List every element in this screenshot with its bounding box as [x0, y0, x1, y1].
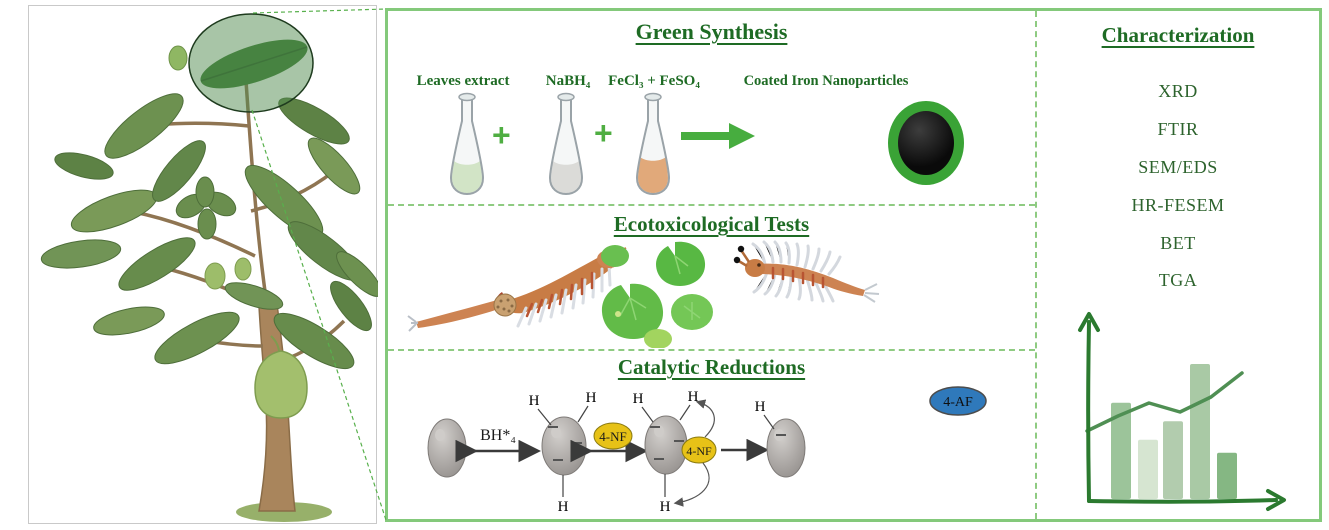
characterization-title: Characterization [1101, 23, 1255, 47]
chart-bar [1111, 402, 1131, 499]
flask-leaves-extract-icon [449, 92, 485, 196]
curved-arrow-up [695, 399, 715, 438]
reagent-label-leaves-extract: Leaves extract [416, 73, 510, 89]
chart-x-axis [1087, 498, 1278, 504]
magnifier-circle [188, 13, 314, 113]
plus-sign-2: + [594, 115, 613, 151]
h-label: H [529, 393, 540, 409]
method-bet: BET [1160, 233, 1196, 253]
section-catalytic-reductions: Catalytic Reductions [388, 353, 1035, 519]
reagent-label-nabh4: NaBH₄ [545, 73, 591, 89]
product-label: Coated Iron Nanoparticles [743, 73, 909, 89]
duckweed-icon [601, 241, 713, 348]
h-label: H [633, 391, 644, 407]
nanoparticle-sphere-1 [427, 418, 467, 478]
af-label: 4-AF [943, 395, 973, 410]
method-ftir: FTIR [1157, 119, 1199, 139]
chart-bar [1217, 452, 1237, 499]
reaction-arrow-icon [681, 123, 755, 149]
flask-liquid-orange [638, 157, 668, 193]
nanoparticle-sphere-2 [541, 416, 587, 476]
nf-oval-2 [681, 436, 717, 464]
h-label: H [660, 499, 671, 515]
chart-trend-line [1085, 371, 1244, 433]
method-tga: TGA [1158, 270, 1198, 290]
af-oval [929, 386, 987, 416]
chart-bars [1111, 363, 1237, 499]
chart-bar [1138, 439, 1158, 499]
section-ecotoxicological-tests: Ecotoxicological Tests [388, 208, 1035, 351]
ecotoxicological-tests-title: Ecotoxicological Tests [613, 212, 810, 236]
reagent-label-iron-salts: FeCl₃ + FeSO₄ [608, 73, 700, 89]
chart-x-arrow [1266, 489, 1286, 511]
h-label: H [586, 390, 597, 406]
plant-leaves [40, 93, 382, 369]
flask-glass [548, 99, 584, 196]
h-label: H [755, 399, 766, 415]
chart-bar [1190, 363, 1210, 499]
chart-y-arrow [1078, 312, 1100, 332]
plus-sign-1: + [492, 117, 511, 153]
nf-label: 4-NF [686, 444, 712, 458]
large-fruit [254, 350, 308, 419]
curved-arrow-down [673, 462, 710, 507]
results-chart [1078, 312, 1286, 511]
bh4-label: BH*₄ [480, 427, 516, 444]
chart-y-axis [1086, 320, 1091, 503]
chart-bar [1163, 421, 1183, 499]
nf-label: 4-NF [599, 429, 626, 444]
brine-shrimp-right-icon [733, 240, 880, 303]
main-panel: Green Synthesis Leaves extract NaBH₄ FeC… [385, 8, 1322, 522]
method-hr-fesem: HR-FESEM [1131, 195, 1225, 215]
plant-illustration-box [28, 5, 382, 524]
nf-oval-1 [593, 422, 633, 450]
flask-iron-salts-icon [635, 92, 671, 196]
coated-nanoparticle-icon [888, 101, 964, 185]
flask-liquid-gray [551, 161, 581, 193]
method-xrd: XRD [1158, 81, 1198, 101]
catalytic-reductions-title: Catalytic Reductions [617, 355, 806, 379]
nanoparticle-sphere-3 [644, 415, 688, 475]
plant-illustration [40, 13, 382, 522]
section-characterization: Characterization XRD FTIR SEM/EDS HR-FES… [1035, 11, 1319, 519]
section-green-synthesis: Green Synthesis Leaves extract NaBH₄ FeC… [388, 11, 1035, 206]
flask-nabh4-icon [548, 92, 584, 196]
flask-glass [449, 99, 485, 196]
flask-liquid-green [452, 161, 482, 193]
method-sem-eds: SEM/EDS [1138, 157, 1218, 177]
green-synthesis-title: Green Synthesis [635, 19, 788, 44]
h-label: H [688, 389, 699, 405]
h-label: H [558, 499, 569, 515]
catalytic-scheme: BH*₄ H H H 4-NF [427, 386, 987, 515]
flask-glass [635, 99, 671, 196]
middle-region: Green Synthesis Leaves extract NaBH₄ FeC… [388, 11, 1035, 519]
